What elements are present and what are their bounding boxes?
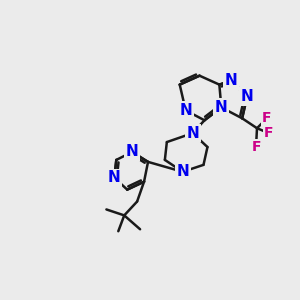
Text: F: F [262,111,272,125]
Text: N: N [126,145,139,160]
Text: N: N [186,126,199,141]
Text: N: N [241,89,254,104]
Text: N: N [225,73,238,88]
Text: N: N [215,100,228,115]
Text: F: F [264,126,274,140]
Text: N: N [108,170,121,185]
Text: N: N [179,103,192,118]
Text: N: N [176,164,189,179]
Text: F: F [251,140,261,154]
